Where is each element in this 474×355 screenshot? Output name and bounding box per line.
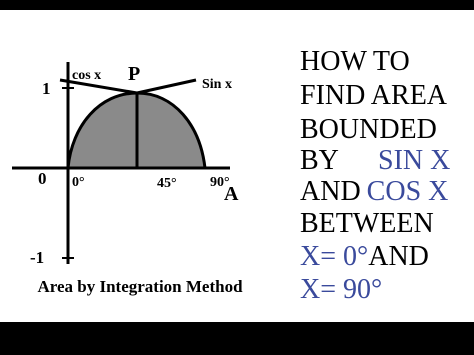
x-label: 45° bbox=[157, 176, 177, 191]
point-label: P bbox=[128, 63, 140, 85]
heading-line: BOUNDED bbox=[300, 114, 437, 145]
heading-part: X= 0° bbox=[300, 241, 368, 272]
caption: Area by Integration Method bbox=[37, 277, 243, 296]
y-label: -1 bbox=[30, 248, 44, 267]
heading-line: BY SIN X bbox=[300, 145, 450, 176]
heading-part: SIN X bbox=[378, 145, 450, 176]
curve-label: cos x bbox=[72, 68, 101, 83]
heading-part: AND bbox=[300, 176, 361, 207]
y-label: 0 bbox=[38, 169, 47, 188]
heading-line: X= 90° bbox=[300, 274, 382, 305]
heading-part: AND bbox=[368, 241, 429, 272]
curve-label: Sin x bbox=[202, 77, 232, 92]
heading-line: FIND AREA bbox=[300, 80, 448, 111]
y-label: 1 bbox=[42, 79, 51, 98]
heading-line: X= 0°AND bbox=[300, 241, 429, 272]
point-label: A bbox=[224, 183, 239, 205]
sin-line bbox=[136, 78, 197, 95]
heading-part: COS X bbox=[367, 176, 449, 207]
heading-line: BETWEEN bbox=[300, 208, 434, 239]
heading-line: HOW TO bbox=[300, 46, 410, 77]
heading-part: BY bbox=[300, 145, 339, 176]
x-label: 0° bbox=[72, 175, 85, 190]
heading-line: AND COS X bbox=[300, 176, 448, 207]
x-label: 90° bbox=[210, 175, 230, 190]
heading-part: X= 90° bbox=[300, 274, 382, 305]
cos-line bbox=[59, 78, 138, 95]
